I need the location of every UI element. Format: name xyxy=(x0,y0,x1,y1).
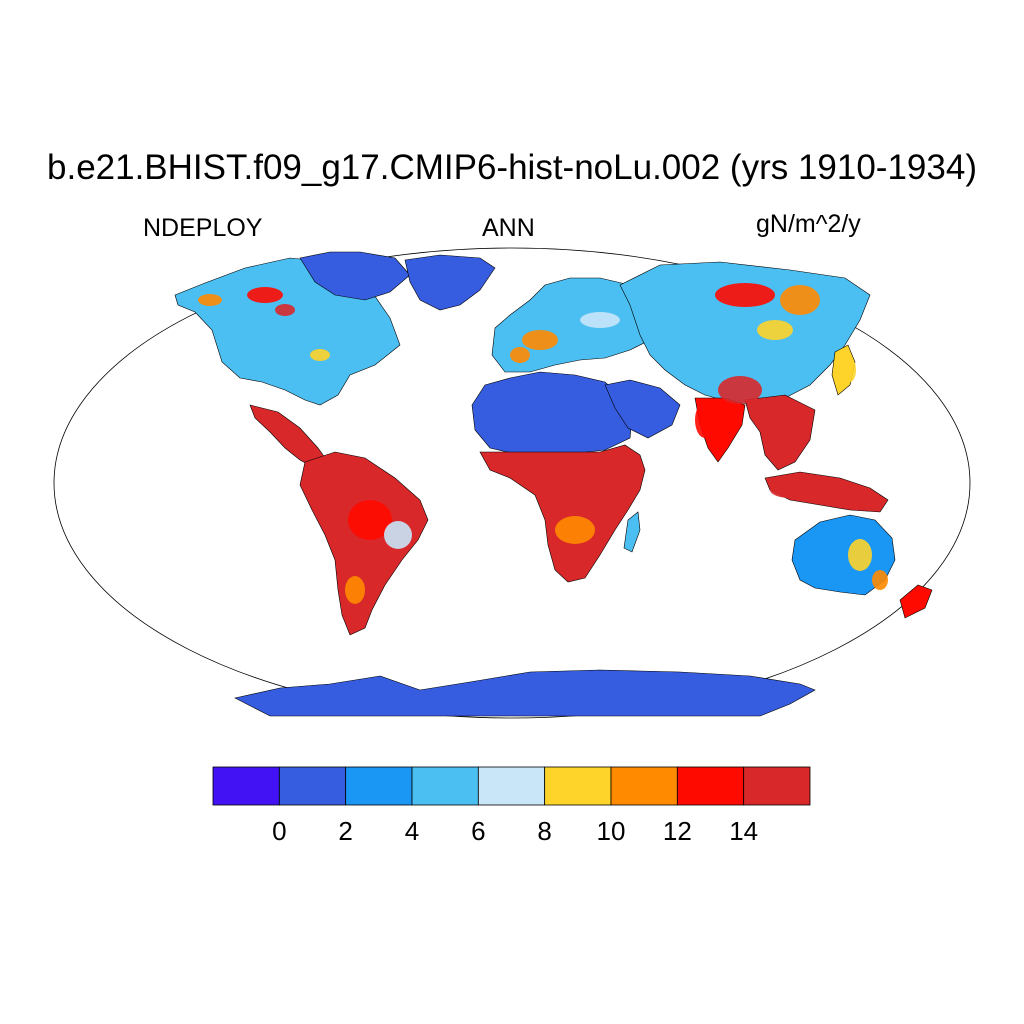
madagascar-region xyxy=(623,511,641,553)
colorbar-swatch xyxy=(743,766,811,806)
colorbar-tick-label: 12 xyxy=(662,816,692,846)
greenland-region xyxy=(404,254,496,311)
new-zealand-region xyxy=(899,584,933,619)
colorbar-swatch xyxy=(278,766,347,806)
field-patch xyxy=(310,349,330,361)
field-patch xyxy=(198,294,222,306)
colorbar-swatch xyxy=(477,766,546,806)
colorbar-swatch xyxy=(610,766,678,806)
field-patch xyxy=(770,482,810,498)
field-patch xyxy=(695,402,715,438)
colorbar-tick-label: 14 xyxy=(729,816,759,846)
units-label: gN/m^2/y xyxy=(756,210,861,238)
field-patch xyxy=(757,320,793,340)
canadian-arctic-islands-region xyxy=(299,251,411,301)
variable-label: NDEPLOY xyxy=(143,214,263,242)
colorbar-swatch xyxy=(544,766,612,806)
field-patch xyxy=(848,539,872,571)
colorbar-swatch xyxy=(411,766,479,806)
colorbar-swatch xyxy=(345,766,413,806)
japan-region xyxy=(831,344,856,396)
colorbar-tick-label: 8 xyxy=(537,816,552,846)
antarctica-region xyxy=(234,669,816,717)
colorbar-tick-label: 2 xyxy=(338,816,353,846)
colorbar-swatch xyxy=(212,766,280,806)
field-patch xyxy=(348,500,392,540)
field-patch xyxy=(522,330,558,350)
field-patch xyxy=(780,285,820,315)
field-patch xyxy=(345,576,365,604)
africa-tropics-region xyxy=(479,444,646,583)
colorbar-swatch xyxy=(676,766,745,806)
field-patch xyxy=(247,287,283,303)
arabia-region xyxy=(604,379,681,439)
field-patch xyxy=(718,376,762,404)
field-patch xyxy=(568,557,592,573)
colorbar-tick-label: 0 xyxy=(272,816,287,846)
season-label: ANN xyxy=(482,214,535,242)
field-patch xyxy=(555,516,595,544)
field-patch xyxy=(275,304,295,316)
field-patch xyxy=(715,283,775,307)
field-patch xyxy=(384,521,412,549)
colorbar-tick-label: 10 xyxy=(596,816,626,846)
field-patch xyxy=(844,358,856,382)
southeast-asia-region xyxy=(744,394,816,471)
field-patch xyxy=(872,570,888,590)
field-patch xyxy=(535,472,595,508)
field-patch xyxy=(510,347,530,363)
figure-title: b.e21.BHIST.f09_g17.CMIP6-hist-noLu.002 … xyxy=(47,148,977,187)
colorbar-tick-label: 4 xyxy=(404,816,420,846)
field-patch xyxy=(580,312,620,328)
colorbar-tick-label: 6 xyxy=(471,816,486,846)
